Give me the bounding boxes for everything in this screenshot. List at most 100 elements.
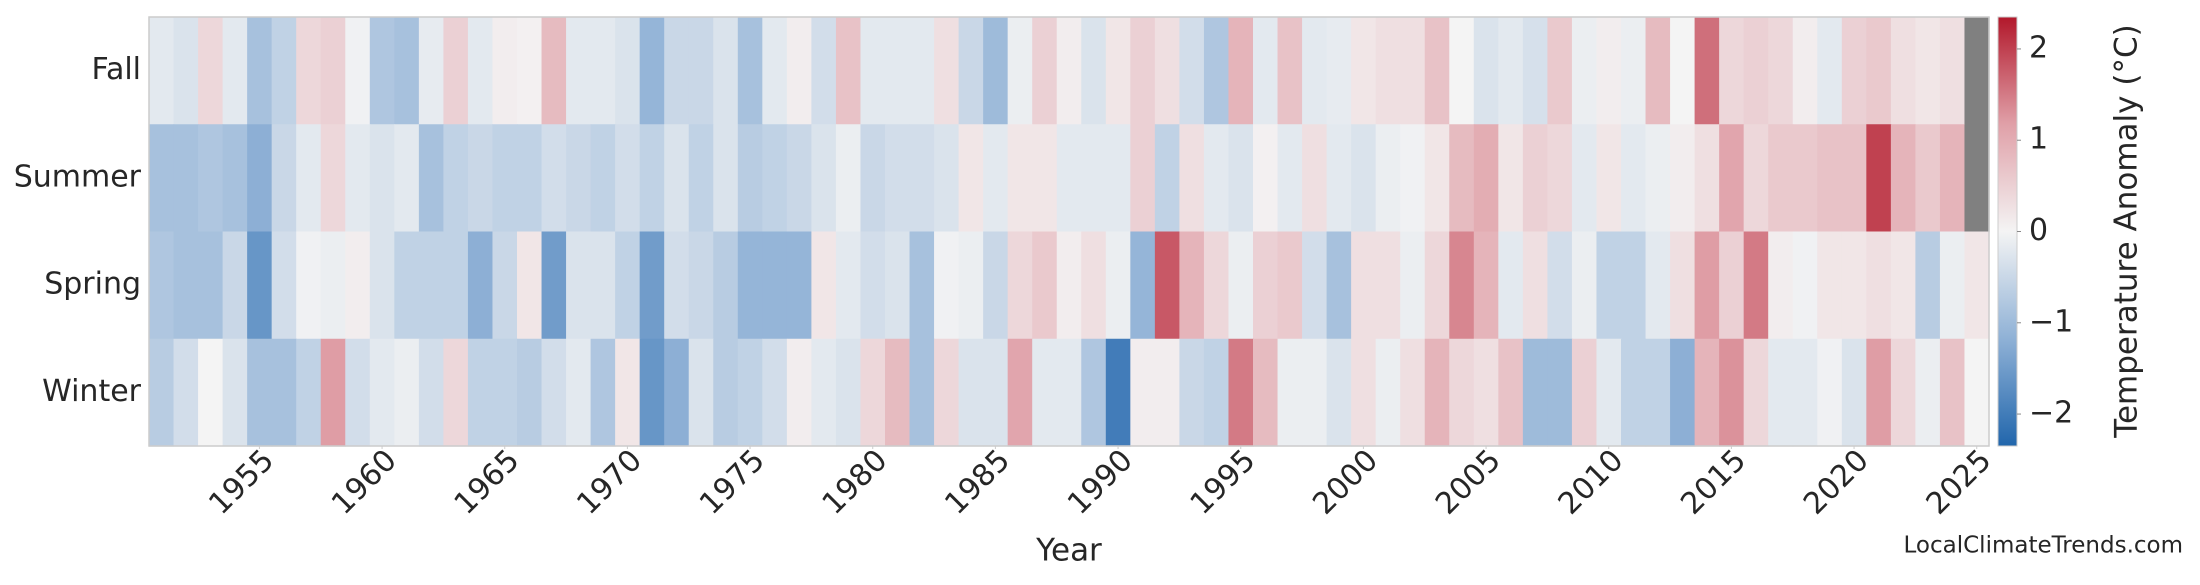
cell	[615, 231, 641, 340]
cell	[1253, 231, 1279, 340]
cell	[1130, 338, 1156, 447]
cell	[345, 338, 371, 447]
cell	[247, 231, 273, 340]
cell	[247, 17, 273, 125]
cell	[1719, 338, 1745, 447]
cell	[1253, 124, 1279, 233]
cell	[1130, 124, 1156, 233]
cell	[1277, 124, 1303, 233]
colorbar-tick-label: −2	[2029, 396, 2073, 431]
cell	[1768, 338, 1794, 447]
cell	[786, 231, 812, 340]
cell	[541, 338, 567, 447]
cell	[467, 338, 494, 447]
cell	[1621, 338, 1647, 447]
cell	[1866, 124, 1892, 233]
cell	[615, 17, 641, 125]
cell	[173, 338, 199, 447]
cell	[1817, 231, 1843, 340]
cell	[1302, 17, 1328, 125]
colorbar-tick-label: 2	[2029, 30, 2048, 65]
cell	[737, 231, 763, 340]
cell	[1081, 17, 1107, 125]
x-tick-label: 1965	[448, 443, 527, 522]
cell	[1547, 124, 1573, 233]
cell	[1571, 17, 1598, 125]
cell	[369, 231, 395, 340]
cell	[1522, 338, 1548, 447]
cell	[835, 17, 862, 125]
cell	[958, 231, 984, 340]
x-tick-label: 2010	[1552, 443, 1631, 522]
cell	[296, 124, 322, 233]
x-tick-label: 2005	[1429, 443, 1508, 522]
colorbar-tick-label: 0	[2029, 213, 2048, 248]
cell	[688, 17, 714, 125]
cell	[320, 231, 346, 340]
cell	[1253, 338, 1279, 447]
cell	[247, 338, 273, 447]
cell	[1130, 17, 1156, 125]
cell	[1866, 338, 1892, 447]
cell	[1645, 124, 1671, 233]
cell	[1915, 124, 1941, 233]
y-tick-label: Winter	[42, 374, 142, 409]
x-tick-label: 1995	[1184, 443, 1263, 522]
cell	[1670, 231, 1696, 340]
cell	[713, 231, 739, 340]
cell	[1719, 231, 1745, 340]
cell	[1130, 231, 1156, 340]
cell	[1326, 17, 1352, 125]
cell	[1670, 338, 1696, 447]
x-tick-label: 1980	[816, 443, 895, 522]
cell	[1915, 338, 1941, 447]
cell	[590, 338, 616, 447]
cell	[1719, 17, 1745, 125]
cell	[811, 231, 837, 340]
cell	[1007, 338, 1033, 447]
cell	[320, 338, 346, 447]
cell	[1351, 124, 1377, 233]
cell	[664, 124, 690, 233]
cell	[713, 124, 739, 233]
cell	[173, 17, 199, 125]
cell	[934, 17, 960, 125]
cell	[1179, 231, 1205, 340]
cell	[762, 17, 788, 125]
cell	[492, 124, 518, 233]
cell	[713, 338, 739, 447]
y-tick-label: Summer	[14, 159, 142, 194]
cell	[786, 338, 812, 447]
cell	[1056, 338, 1082, 447]
y-tick-label: Spring	[44, 267, 141, 302]
cell	[443, 124, 469, 233]
colorbar-tick-label: 1	[2029, 122, 2048, 157]
cell	[1424, 338, 1450, 447]
cell	[1032, 231, 1058, 340]
y-tick-label: Fall	[91, 52, 141, 87]
cell	[958, 17, 984, 125]
cell	[1866, 231, 1892, 340]
cell	[1645, 17, 1671, 125]
x-tick-label: 2000	[1306, 443, 1385, 522]
cell	[811, 338, 837, 447]
cell	[1375, 124, 1401, 233]
cell	[1351, 231, 1377, 340]
cell	[1253, 17, 1279, 125]
cell	[1645, 231, 1671, 340]
cell	[345, 231, 371, 340]
cell	[1473, 124, 1499, 233]
cell	[1939, 17, 1966, 125]
x-axis-label: Year	[1035, 533, 1102, 569]
cell	[394, 338, 420, 447]
cell	[835, 124, 862, 233]
watermark: LocalClimateTrends.com	[1904, 533, 2183, 559]
cell	[1939, 124, 1966, 233]
cell	[1154, 17, 1180, 125]
cell	[1351, 338, 1377, 447]
cell	[1032, 338, 1058, 447]
cell	[1890, 338, 1916, 447]
cell	[885, 17, 911, 125]
x-tick-label: 1990	[1061, 443, 1140, 522]
